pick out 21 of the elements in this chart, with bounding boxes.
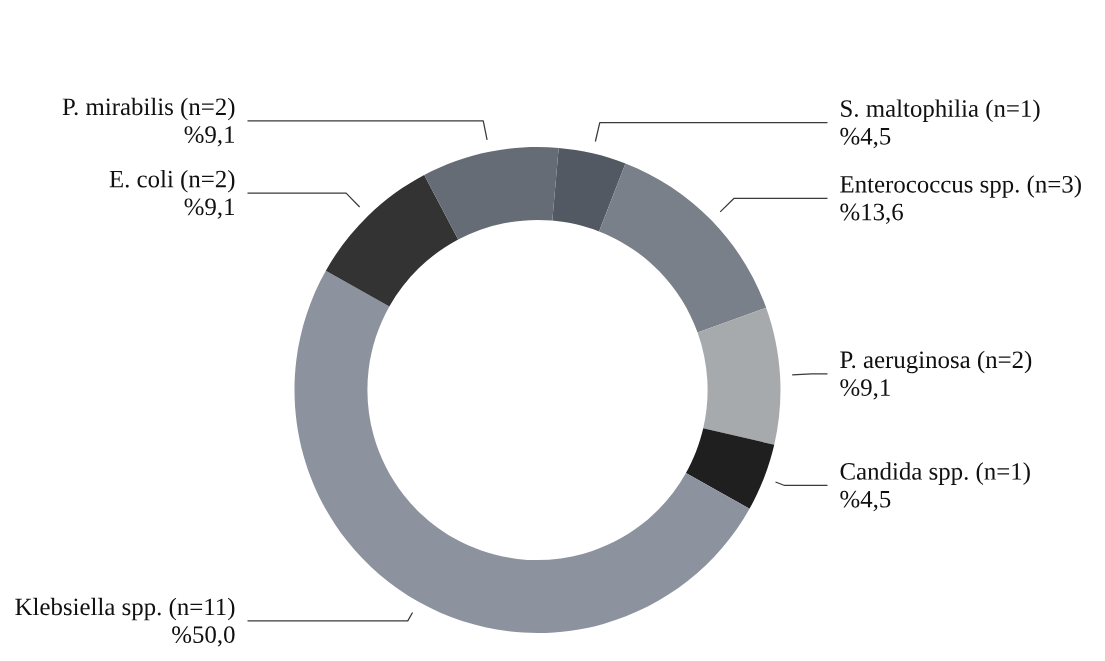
donut-slice xyxy=(325,175,459,307)
slice-label: E. coli (n=2) xyxy=(109,169,235,193)
data-label: %9,1 xyxy=(184,198,235,219)
slice-label: P. aeruginosa (n=2) xyxy=(840,350,1032,374)
data-label: %9,1 xyxy=(840,379,890,400)
data-label: %13,6 xyxy=(840,203,903,224)
data-label: %4,5 xyxy=(840,490,891,512)
slice-label: Candida spp. (n=1) xyxy=(840,462,1030,485)
slice-label: S. maltophilia (n=1) xyxy=(841,99,1040,122)
donut-slice xyxy=(424,147,559,240)
slice-label: P. mirabilis (n=2) xyxy=(62,97,235,121)
data-label: %4,5 xyxy=(840,127,891,149)
donut-slice xyxy=(599,163,767,333)
slice-label: Klebsiella spp. (n=11) xyxy=(15,597,235,621)
donut-slice xyxy=(294,270,750,633)
donut-slice xyxy=(697,307,781,445)
donut-slice xyxy=(552,147,626,232)
data-label: %50,0 xyxy=(172,626,235,647)
slice-label: Enterococcus spp. (n=3) xyxy=(840,175,1081,198)
donut-slice xyxy=(685,428,775,509)
data-label: %9,1 xyxy=(184,126,235,147)
